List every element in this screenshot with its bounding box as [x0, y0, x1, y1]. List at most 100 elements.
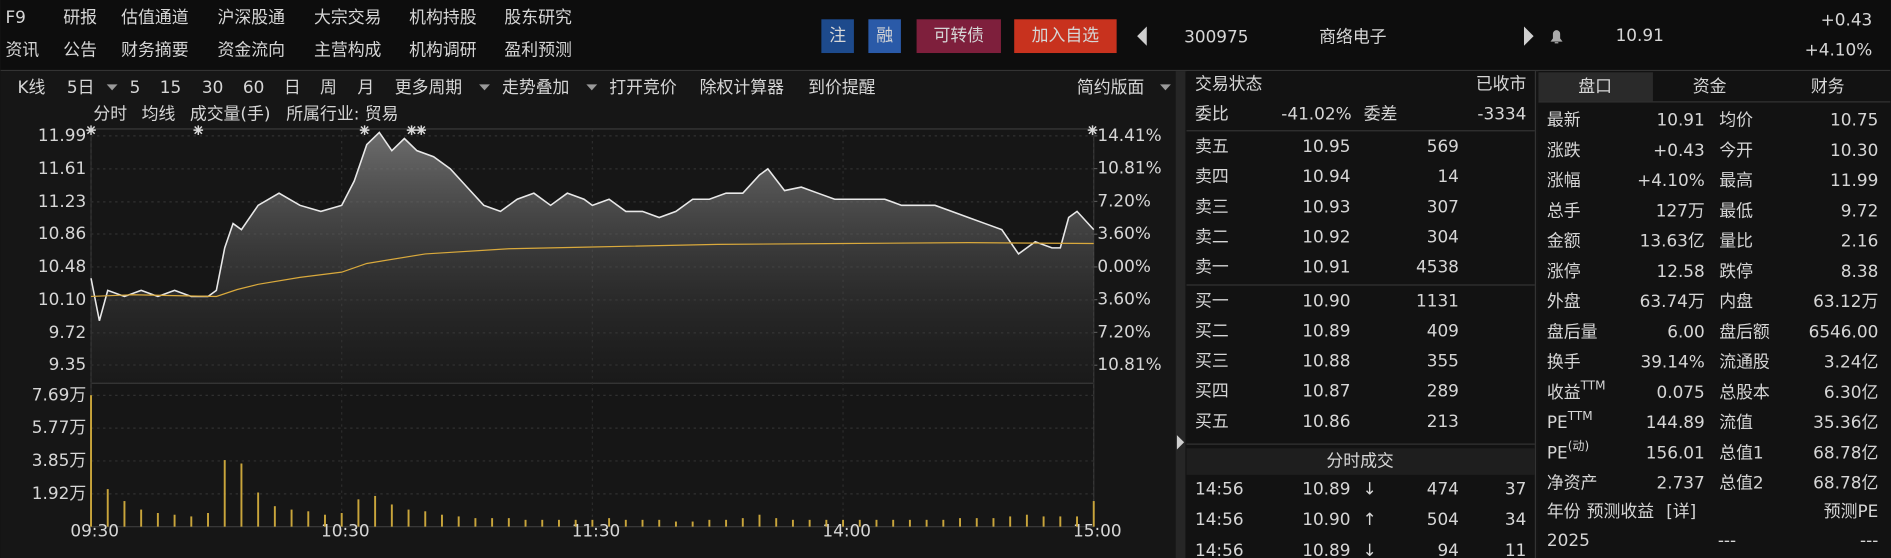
expand-arrow[interactable]	[1176, 435, 1185, 450]
toolbar-item[interactable]: 打开竞价	[609, 77, 677, 97]
toolbar-item[interactable]: 月	[357, 77, 374, 97]
volume-bar	[842, 519, 845, 527]
toolbar-item[interactable]: 除权计算器	[700, 77, 784, 97]
trades-title: 分时成交	[1326, 451, 1394, 471]
badge-bg[interactable]	[916, 19, 1001, 54]
volume-bar	[658, 519, 661, 527]
toolbar-item[interactable]: 5	[130, 77, 141, 97]
dropdown-caret[interactable]	[1160, 84, 1171, 91]
menu-item[interactable]: 资讯	[5, 40, 39, 60]
volume-bar	[190, 516, 193, 527]
y2-tick-label: 14.41%	[1097, 125, 1161, 145]
menu-item[interactable]: 资金流向	[218, 40, 285, 60]
diff-label: 委差	[1364, 103, 1398, 123]
price-line	[90, 131, 1095, 321]
book-volume: 213	[1427, 411, 1459, 431]
toolbar-item[interactable]: 30	[202, 77, 223, 97]
panel-tab[interactable]: 资金	[1693, 76, 1727, 96]
quote-label: 均价	[1719, 110, 1753, 130]
badge-bg[interactable]	[1014, 19, 1117, 54]
toolbar-item[interactable]: 简约版面	[1077, 77, 1144, 97]
volume-bar	[1009, 516, 1012, 527]
badge: 注	[829, 25, 846, 45]
book-price: 10.88	[1302, 351, 1350, 371]
menu-item[interactable]: 沪深股通	[218, 7, 286, 27]
toolbar-item[interactable]: K线	[18, 77, 46, 97]
quote-value: 63.74万	[1640, 291, 1705, 311]
quote-label: 涨幅	[1547, 170, 1581, 190]
volume-bar	[624, 519, 627, 527]
quote-value: 35.36亿	[1813, 412, 1878, 432]
badge-bg[interactable]	[868, 19, 901, 54]
quote-value: 6.00	[1667, 321, 1705, 341]
industry: 所属行业: 贸易	[286, 103, 398, 123]
menu-item[interactable]: 大宗交易	[314, 7, 381, 27]
marker	[359, 125, 370, 135]
order-book-bg	[1186, 71, 1535, 558]
menu-item[interactable]: 机构调研	[409, 40, 477, 60]
toolbar-item[interactable]: 到价提醒	[808, 77, 876, 97]
menu-item[interactable]: 股东研究	[504, 7, 572, 27]
menu-item[interactable]: 研报	[63, 7, 97, 27]
panel-tab[interactable]: 盘口	[1578, 76, 1612, 96]
trade-volume: 94	[1437, 540, 1458, 558]
volume-bar	[992, 518, 995, 527]
toolbar-item[interactable]: 15	[160, 77, 181, 97]
badge-bg[interactable]	[821, 19, 854, 54]
toolbar-item[interactable]: 5日	[67, 77, 95, 97]
volume-bar	[307, 511, 310, 527]
volume-bar	[925, 519, 928, 527]
book-volume: 14	[1437, 166, 1458, 186]
volume-bar	[1092, 501, 1095, 527]
book-price: 10.90	[1302, 290, 1350, 310]
volume-bar	[608, 518, 611, 527]
volume-bar	[424, 511, 427, 527]
dropdown-caret[interactable]	[479, 84, 490, 91]
menu-item[interactable]: 盈利预测	[504, 40, 571, 60]
menu-item[interactable]: 公告	[63, 40, 97, 60]
volume-bar	[541, 519, 544, 527]
trade-count: 34	[1505, 509, 1526, 529]
menu-item[interactable]: 主营构成	[314, 40, 382, 60]
toolbar-item[interactable]: 更多周期	[395, 77, 462, 97]
y2-tick-label: 10.81%	[1097, 158, 1161, 178]
toolbar-item[interactable]: 周	[320, 77, 337, 97]
dropdown-caret[interactable]	[106, 84, 118, 91]
volume-bar	[207, 513, 209, 527]
quote-value: 6546.00	[1809, 321, 1879, 341]
legend-entry: 均线	[142, 103, 176, 123]
book-price: 10.92	[1302, 226, 1350, 246]
panel-tab[interactable]: 财务	[1811, 76, 1845, 96]
badge: 融	[876, 25, 893, 45]
menu-item[interactable]: 估值通道	[121, 7, 189, 27]
book-volume: 569	[1427, 136, 1459, 156]
toolbar-item[interactable]: 走势叠加	[502, 77, 569, 97]
volume-bar	[106, 489, 109, 527]
trade-time: 14:56	[1195, 540, 1244, 558]
x-tick-label: 15:00	[1073, 520, 1122, 540]
book-price: 10.86	[1302, 411, 1350, 431]
y2-tick-label: 7.20%	[1097, 321, 1151, 341]
volume-bar	[173, 514, 176, 527]
marker	[1087, 125, 1098, 135]
next-stock[interactable]	[1523, 26, 1534, 46]
toolbar-item[interactable]: 60	[243, 77, 264, 97]
book-level: 卖一	[1195, 257, 1229, 277]
menu-item[interactable]: F9	[5, 7, 25, 27]
book-volume: 304	[1427, 226, 1459, 246]
volume-bar	[407, 509, 410, 527]
prev-stock[interactable]	[1137, 26, 1147, 46]
alert-bell[interactable]	[1550, 30, 1563, 44]
quote-label: 流通股	[1719, 352, 1770, 372]
quote-value: 68.78亿	[1813, 442, 1878, 462]
menu-item[interactable]: 机构持股	[409, 7, 477, 27]
marker	[406, 125, 417, 135]
active-tab-bg	[1538, 72, 1653, 102]
volume-bar	[892, 519, 895, 527]
menu-item[interactable]: 财务摘要	[121, 40, 188, 60]
toolbar-item[interactable]: 日	[284, 77, 301, 97]
volume-bar	[474, 518, 477, 527]
dropdown-caret[interactable]	[586, 84, 598, 91]
quote-value: 144.89	[1646, 412, 1705, 432]
volume-bar	[273, 506, 276, 527]
